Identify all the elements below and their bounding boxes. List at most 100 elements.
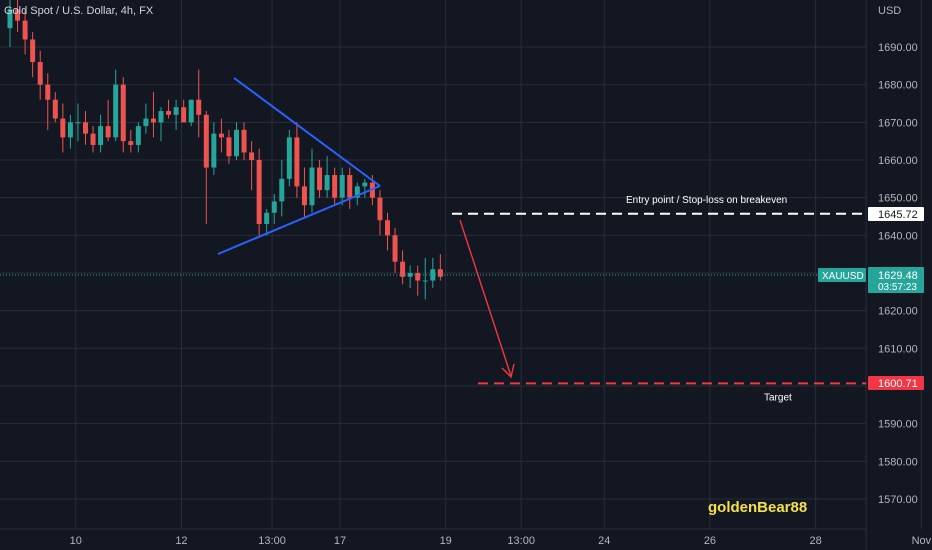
candle-body xyxy=(400,261,406,277)
candle-body xyxy=(249,152,255,161)
candle-body xyxy=(301,186,307,206)
arrow-shaft xyxy=(459,219,512,377)
candle-body xyxy=(407,273,413,277)
candle xyxy=(385,212,390,251)
watermark: goldenBear88 xyxy=(708,499,807,516)
countdown-text: 03:57:23 xyxy=(878,282,917,293)
candle-body xyxy=(67,122,73,138)
candle-body xyxy=(422,280,428,282)
candle-body xyxy=(241,129,247,153)
candle xyxy=(294,122,300,198)
chart-grid xyxy=(0,0,922,529)
time-tick-label: 17 xyxy=(334,535,346,547)
candle xyxy=(437,254,443,281)
target-label: Target xyxy=(764,392,792,403)
candle-body xyxy=(256,160,262,225)
candle-body xyxy=(113,84,119,138)
candle xyxy=(105,99,111,142)
candle xyxy=(67,114,73,149)
candle xyxy=(430,257,436,289)
time-tick-label: 28 xyxy=(810,535,822,547)
arrow-head xyxy=(501,363,515,379)
candle-body xyxy=(98,126,104,145)
candle xyxy=(339,167,345,206)
candle-body xyxy=(75,122,81,124)
target-price-tag: 1600.71 xyxy=(868,376,924,390)
candle xyxy=(347,167,353,209)
price-tick-label: 1620.00 xyxy=(878,306,918,318)
candle xyxy=(241,122,247,161)
candle xyxy=(332,167,338,206)
candle-body xyxy=(188,99,194,123)
candle xyxy=(45,73,51,130)
price-tick-label: 1680.00 xyxy=(878,80,918,92)
time-tick-label: Nov xyxy=(912,535,932,547)
candle-body xyxy=(173,107,179,115)
time-axis[interactable]: 10 12 13:00 17 19 13:00 24 26 28 Nov xyxy=(0,528,932,547)
candle-body xyxy=(347,175,353,198)
triangle-pattern[interactable] xyxy=(217,77,381,255)
candle xyxy=(279,160,285,217)
candle xyxy=(407,265,413,289)
price-tick-label: 1610.00 xyxy=(878,343,918,355)
candle xyxy=(301,167,307,217)
candle xyxy=(264,208,270,236)
candle xyxy=(377,190,383,236)
candle-body xyxy=(218,133,224,138)
entry-price-tag: 1645.72 xyxy=(868,207,924,221)
candle xyxy=(226,129,232,164)
candle-body xyxy=(362,182,368,187)
time-tick-label: 19 xyxy=(440,535,452,547)
candle xyxy=(75,103,81,142)
price-tick-label: 1650.00 xyxy=(878,193,918,205)
candle xyxy=(422,257,428,300)
candle-body xyxy=(105,126,111,138)
candle xyxy=(113,69,119,142)
lower-trendline xyxy=(217,185,381,255)
candle xyxy=(150,92,156,138)
candle xyxy=(166,99,172,119)
price-tick-label: 1580.00 xyxy=(878,456,918,468)
candle-body xyxy=(83,122,88,134)
candle xyxy=(324,156,330,198)
candle-body xyxy=(392,235,398,262)
candle xyxy=(271,193,277,225)
candle xyxy=(98,114,104,153)
candle xyxy=(196,69,202,138)
candle xyxy=(362,178,368,198)
candle xyxy=(415,265,421,296)
currency-label: USD xyxy=(878,5,901,17)
time-tick-label: 26 xyxy=(704,535,716,547)
last-tag-box xyxy=(868,267,924,293)
candle xyxy=(135,122,141,153)
candle xyxy=(218,118,224,153)
price-tick-label: 1590.00 xyxy=(878,419,918,431)
candle xyxy=(203,111,209,225)
candle-body xyxy=(264,212,270,225)
candle xyxy=(60,103,66,153)
candle xyxy=(158,107,164,142)
candle xyxy=(7,0,13,47)
candle-body xyxy=(211,133,217,168)
candles xyxy=(7,0,443,300)
down-arrow-icon xyxy=(459,219,515,379)
upper-trendline xyxy=(233,77,381,187)
candle-body xyxy=(234,129,239,157)
candle xyxy=(128,129,134,153)
candle xyxy=(234,122,239,161)
candle xyxy=(249,141,255,191)
entry-tag-box xyxy=(868,207,924,221)
target-tag-text: 1600.71 xyxy=(878,378,918,390)
candle-body xyxy=(7,9,13,29)
candle-body xyxy=(60,118,66,138)
candle-body xyxy=(22,20,28,40)
price-tick-label: 1670.00 xyxy=(878,117,918,129)
candle xyxy=(400,250,406,285)
time-tick-label: 24 xyxy=(598,535,610,547)
time-tick-label: 13:00 xyxy=(507,535,535,547)
candle-body xyxy=(52,99,58,119)
candle-body xyxy=(135,126,141,145)
candle-body xyxy=(30,39,36,63)
candle-body xyxy=(286,137,292,179)
